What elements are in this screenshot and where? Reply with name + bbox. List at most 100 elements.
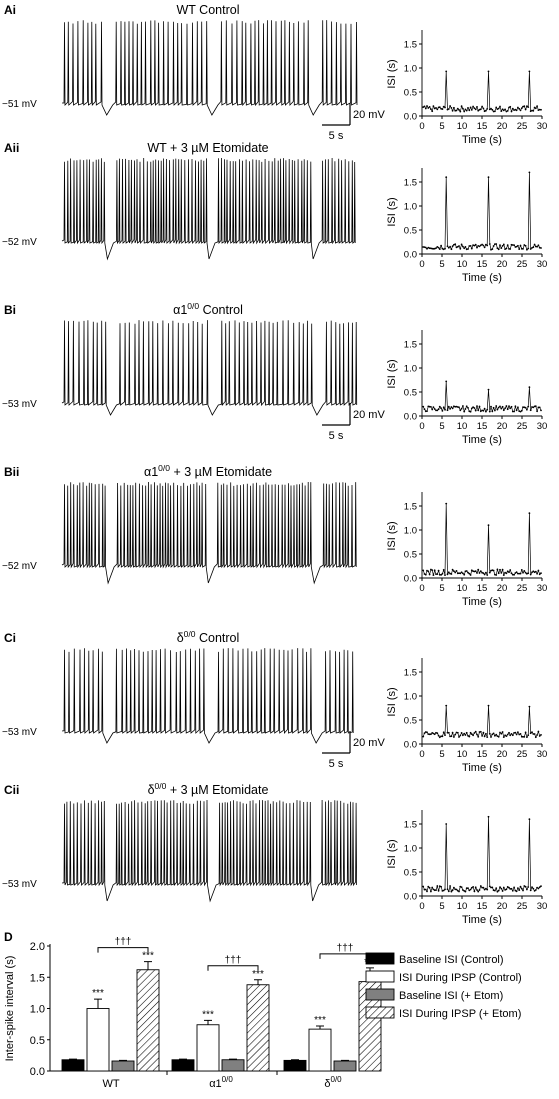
isi-point: [476, 733, 478, 736]
isi-point: [467, 107, 469, 109]
isi-point: [499, 244, 501, 247]
isi-point: [441, 108, 444, 110]
isi-x-tick-label: 15: [477, 749, 488, 760]
isi-point: [485, 410, 487, 413]
isi-point: [509, 407, 512, 410]
isi-point: [517, 731, 519, 734]
isi-point: [432, 406, 435, 408]
isi-point: [482, 731, 485, 734]
comparison-bracket: [97, 947, 149, 953]
isi-point: [490, 107, 492, 110]
isi-series-line: [422, 705, 542, 739]
isi-point: [531, 731, 533, 734]
isi-x-tick-label: 0: [419, 121, 424, 132]
isi-point: [476, 405, 478, 407]
isi-point: [459, 110, 462, 113]
isi-x-tick-label: 25: [517, 583, 528, 594]
isi-point: [486, 736, 489, 738]
isi-point: [508, 886, 510, 889]
isi-point: [474, 243, 477, 246]
isi-point: [473, 107, 476, 110]
isi-point: [529, 732, 532, 735]
isi-point: [440, 574, 442, 576]
isi-point: [505, 888, 508, 891]
isi-point: [464, 734, 467, 736]
isi-x-tick-label: 10: [457, 259, 468, 270]
isi-point: [500, 732, 503, 735]
isi-point: [519, 244, 522, 247]
isi-point: [538, 735, 541, 737]
isi-y-tick-label: 0.0: [404, 892, 417, 903]
isi-point: [435, 107, 437, 109]
isi-point: [476, 889, 478, 891]
bar-1: [171, 1059, 195, 1072]
isi-x-tick-label: 5: [439, 121, 444, 132]
isi-point: [441, 410, 444, 412]
isi-point: [469, 574, 472, 576]
isi-point: [477, 409, 480, 412]
isi-point: [442, 889, 445, 892]
isi-point: [445, 70, 448, 73]
isi-point: [479, 730, 482, 733]
isi-x-tick-label: 5: [439, 749, 444, 760]
time-scale-label: 5 s: [329, 430, 344, 442]
isi-x-tick-label: 5: [439, 421, 444, 432]
isi-point: [508, 731, 510, 734]
isi-point: [528, 171, 531, 174]
isi-plot: 0.0 0.5 1.0 1.5 0 5 10 15 20 25 30 Time (s) ISI (s): [386, 330, 547, 446]
isi-point: [510, 572, 513, 575]
voltage-scale-label: 20 mV: [353, 737, 385, 749]
isi-point: [477, 890, 480, 893]
isi-point: [519, 572, 522, 575]
isi-point: [529, 248, 532, 250]
isi-point: [519, 733, 522, 735]
isi-point: [449, 245, 451, 248]
isi-x-tick-label: 5: [439, 583, 444, 594]
isi-point: [474, 570, 477, 573]
isi-point: [502, 574, 505, 576]
isi-point: [514, 731, 517, 734]
isi-point: [522, 248, 524, 250]
bar-y-tick-label: 1.5: [30, 972, 45, 984]
isi-plot: 0.0 0.5 1.0 1.5 0 5 10 15 20 25 30 Time (s) ISI (s): [386, 810, 547, 926]
comparison-bracket: [319, 953, 371, 959]
isi-point: [446, 573, 449, 576]
isi-point: [531, 571, 533, 574]
isi-y-tick-label: 0.5: [404, 226, 417, 237]
isi-x-tick-label: 10: [457, 121, 468, 132]
isi-point: [447, 890, 450, 893]
dagger-marker: †††: [337, 943, 354, 954]
isi-x-tick-label: 30: [537, 901, 548, 912]
isi-point: [459, 409, 462, 412]
isi-point: [529, 889, 532, 892]
isi-point: [437, 889, 440, 892]
isi-point: [440, 885, 442, 888]
isi-point: [433, 569, 436, 572]
isi-x-tick-label: 10: [457, 583, 468, 594]
isi-point: [522, 735, 524, 738]
isi-y-tick-label: 1.0: [404, 364, 417, 375]
baseline-voltage-label: −51 mV: [2, 99, 37, 110]
isi-point: [442, 731, 445, 734]
isi-point: [518, 889, 521, 891]
isi-point: [460, 571, 463, 574]
isi-point: [444, 247, 446, 250]
trace-panel-aii: Aii WT + 3 µM Etomidate −52 mV 0.0 0.5 1.0 1.5…: [2, 141, 547, 284]
category-label: δ0/0: [324, 1075, 342, 1090]
bar-y-tick-label: 1.0: [30, 1004, 45, 1016]
isi-point: [514, 405, 517, 408]
isi-point: [494, 889, 496, 892]
isi-point: [506, 570, 509, 573]
isi-point: [527, 734, 530, 737]
isi-point: [538, 886, 541, 889]
isi-point: [470, 569, 473, 572]
isi-point: [426, 105, 428, 107]
isi-point: [462, 107, 464, 110]
isi-point: [505, 247, 508, 250]
isi-point: [453, 106, 455, 109]
isi-point: [500, 247, 503, 250]
isi-point: [505, 572, 508, 575]
isi-point: [524, 108, 527, 111]
isi-point: [441, 572, 444, 575]
isi-point: [467, 887, 469, 890]
